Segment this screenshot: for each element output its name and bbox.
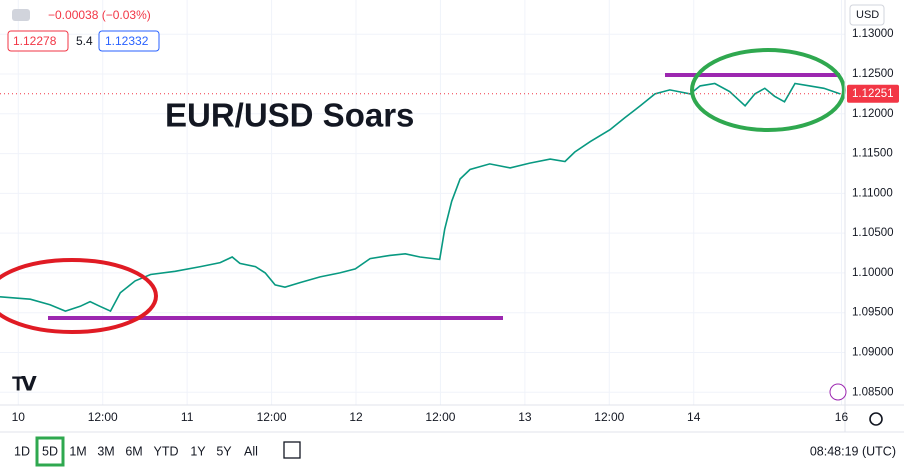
y-tick-label: 1.09500 <box>852 307 894 319</box>
x-tick-label: 12 <box>349 410 363 424</box>
y-tick-label: 1.08500 <box>852 386 894 398</box>
range-button[interactable]: 5D <box>42 444 58 458</box>
range-button[interactable]: 5Y <box>216 444 232 458</box>
x-tick-label: 10 <box>12 410 26 424</box>
settings-icon[interactable] <box>869 412 883 426</box>
range-button[interactable]: YTD <box>154 444 179 458</box>
y-tick-label: 1.12500 <box>852 68 894 80</box>
last-price-box <box>847 84 899 103</box>
grid <box>0 0 845 405</box>
range-button[interactable]: 3M <box>97 444 114 458</box>
x-tick-label: 11 <box>181 410 194 424</box>
alert-icon[interactable] <box>829 383 847 401</box>
collapse-button[interactable] <box>12 9 30 21</box>
ask-box[interactable] <box>98 30 160 52</box>
x-tick-label: 16 <box>835 410 849 424</box>
selected-range <box>35 436 65 467</box>
last-price-label: 1.12251 <box>852 88 894 100</box>
y-tick-label: 1.09000 <box>852 347 894 359</box>
toolbar: 1D 5D 1M 3M 6M YTD 1Y 5Y All <box>14 436 258 467</box>
range-button[interactable]: 1M <box>69 444 86 458</box>
range-button[interactable]: 1D <box>14 444 30 458</box>
y-tick-label: 1.11500 <box>852 148 893 160</box>
clock: 08:48:19 (UTC) <box>810 444 896 458</box>
calendar-icon[interactable] <box>283 441 301 459</box>
x-tick-label: 12:00 <box>594 410 624 424</box>
spread: 5.4 <box>76 34 93 48</box>
x-tick-label: 13 <box>518 410 532 424</box>
x-tick-label: 12:00 <box>425 410 455 424</box>
plot <box>0 82 845 313</box>
annotation-title: EUR/USD Soars <box>165 97 414 134</box>
y-axis: 1.13000 1.12500 1.12000 1.11500 1.11000 1.105… <box>12 28 899 424</box>
range-button[interactable]: All <box>244 444 258 458</box>
bid: 1.12278 <box>13 34 57 48</box>
y-tick-label: 1.13000 <box>852 28 894 40</box>
green-ellipse <box>690 48 846 132</box>
currency-box[interactable] <box>849 4 885 26</box>
red-ellipse <box>0 258 158 334</box>
x-tick-label: 12:00 <box>88 410 118 424</box>
logo: T𝗩 <box>12 373 37 395</box>
y-tick-label: 1.10500 <box>852 227 894 239</box>
x-tick-label: 14 <box>687 410 701 424</box>
range-button[interactable]: 1Y <box>190 444 206 458</box>
ask: 1.12332 <box>105 34 149 48</box>
x-tick-label: 12:00 <box>257 410 287 424</box>
range-button[interactable]: 6M <box>125 444 142 458</box>
change: −0.00038 (−0.03%) <box>48 8 151 22</box>
y-tick-label: 1.12000 <box>852 108 894 120</box>
y-tick-label: 1.10000 <box>852 267 894 279</box>
y-tick-label: 1.11000 <box>852 187 893 199</box>
bid-box[interactable] <box>7 30 69 52</box>
currency: USD <box>856 9 879 21</box>
